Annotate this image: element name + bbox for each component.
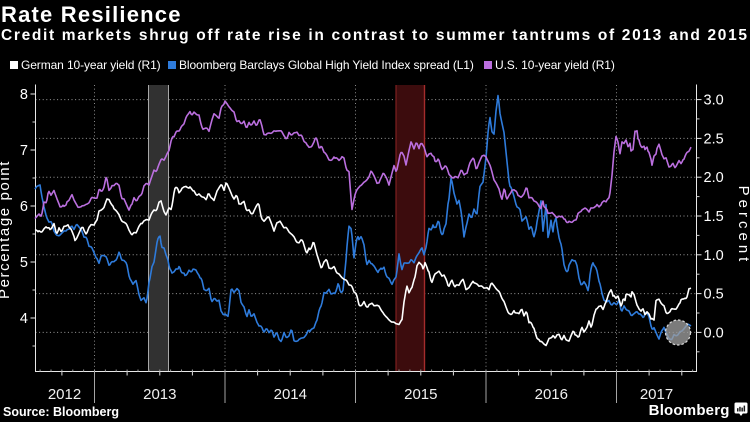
svg-text:2017: 2017	[640, 386, 673, 403]
svg-text:0.0: 0.0	[704, 325, 724, 341]
svg-text:6: 6	[20, 199, 28, 215]
svg-text:7: 7	[20, 143, 28, 159]
svg-text:1.0: 1.0	[704, 248, 724, 264]
svg-text:4: 4	[20, 311, 28, 327]
svg-text:2014: 2014	[274, 386, 307, 403]
svg-text:Percentage point: Percentage point	[0, 160, 13, 299]
svg-text:2.5: 2.5	[704, 131, 724, 147]
svg-text:Percent: Percent	[735, 186, 750, 266]
svg-text:2016: 2016	[535, 386, 568, 403]
svg-text:8: 8	[20, 87, 28, 103]
svg-text:3.0: 3.0	[704, 93, 724, 109]
svg-text:5: 5	[20, 255, 28, 271]
svg-text:2015: 2015	[404, 386, 437, 403]
svg-text:2012: 2012	[48, 386, 81, 403]
svg-text:0.5: 0.5	[704, 287, 724, 303]
svg-text:2013: 2013	[143, 386, 176, 403]
svg-text:1.5: 1.5	[704, 209, 724, 225]
svg-text:2.0: 2.0	[704, 170, 724, 186]
